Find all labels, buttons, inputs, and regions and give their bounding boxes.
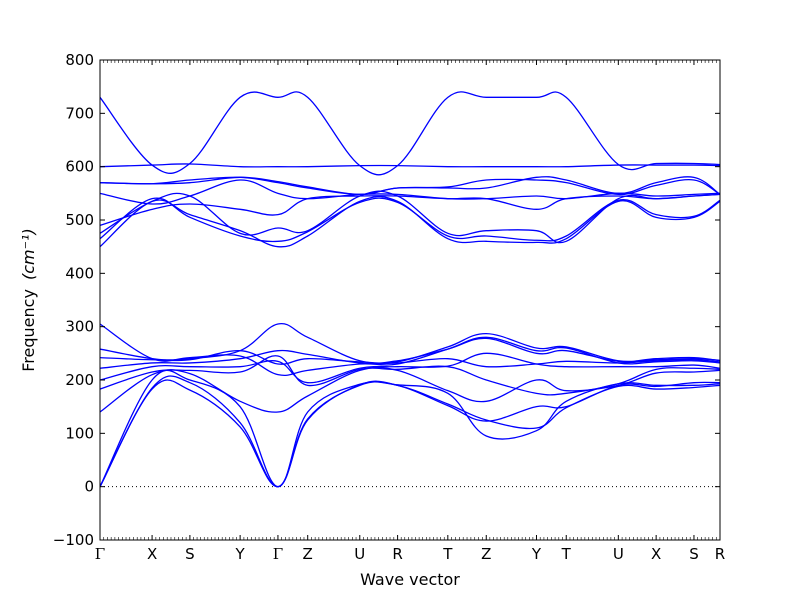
tick-layer: −100 0 100 200 300 400 500 600 700 800 Γ X S Y Γ Z U R T Z Y…	[53, 51, 725, 563]
phonon-band-12	[99, 197, 721, 243]
x-tick-label: X	[651, 545, 661, 563]
phonon-band-18	[99, 163, 721, 168]
y-tick-label: 100	[65, 424, 94, 442]
x-tick-label: S	[689, 545, 699, 563]
plot-frame	[99, 59, 721, 541]
x-tick-label: Y	[531, 545, 542, 563]
x-tick-label: Z	[481, 545, 491, 563]
x-tick-label: Γ	[95, 545, 105, 563]
phonon-band-4	[99, 366, 721, 413]
x-tick-label: X	[147, 545, 157, 563]
y-tick-label: 600	[65, 158, 94, 176]
phonon-band-9	[99, 332, 721, 365]
x-tick-label: R	[392, 545, 402, 563]
y-tick-label: 500	[65, 211, 94, 229]
phonon-band-10	[99, 323, 721, 377]
y-axis-label: Frequency (cm⁻¹)	[19, 228, 38, 371]
phonon-band-17	[99, 176, 721, 196]
x-tick-label: Z	[303, 545, 313, 563]
x-tick-label: S	[185, 545, 195, 563]
x-tick-label: T	[561, 545, 572, 563]
y-axis-unit: (cm⁻¹)	[19, 228, 38, 280]
y-axis-label-text: Frequency	[19, 289, 38, 372]
y-tick-label: 800	[65, 51, 94, 69]
series-layer	[99, 91, 721, 488]
plot-background	[100, 60, 720, 540]
y-tick-label: 0	[84, 478, 94, 496]
x-tick-label: Y	[235, 545, 246, 563]
x-tick-label: Γ	[273, 545, 283, 563]
phonon-band-14	[99, 193, 721, 226]
phonon-band-15	[99, 179, 721, 205]
phonon-band-19	[99, 91, 721, 176]
y-tick-label: −100	[53, 531, 94, 549]
phonon-band-3	[99, 369, 721, 488]
phonon-band-13	[99, 190, 721, 244]
x-tick-label: U	[354, 545, 365, 563]
x-axis-label: Wave vector	[360, 570, 460, 589]
x-tick-label: T	[442, 545, 453, 563]
x-tick-label: U	[613, 545, 624, 563]
y-tick-label: 300	[65, 318, 94, 336]
y-tick-label: 400	[65, 264, 94, 282]
y-tick-label: 700	[65, 104, 94, 122]
phonon-band-6	[99, 352, 721, 384]
y-tick-label: 200	[65, 371, 94, 389]
phonon-band-7	[99, 349, 721, 369]
x-tick-label: R	[715, 545, 725, 563]
